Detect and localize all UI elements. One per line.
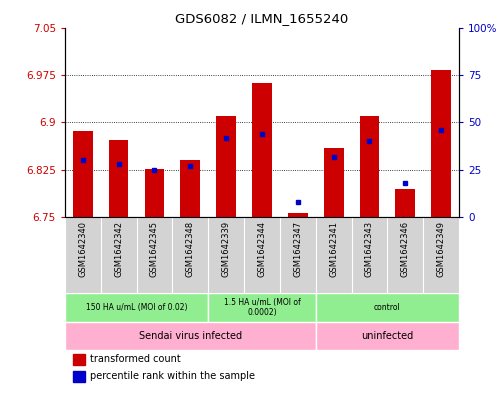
Text: GSM1642340: GSM1642340 [78, 221, 87, 277]
Text: GSM1642345: GSM1642345 [150, 221, 159, 277]
Bar [431, 70, 451, 217]
Bar [216, 116, 236, 217]
Bar [109, 140, 128, 217]
Text: percentile rank within the sample: percentile rank within the sample [90, 371, 255, 381]
Text: transformed count: transformed count [90, 354, 181, 364]
Bar [316, 322, 459, 350]
Bar [65, 322, 316, 350]
Bar [208, 293, 316, 322]
Bar [181, 160, 200, 217]
Bar [288, 213, 308, 217]
Text: Sendai virus infected: Sendai virus infected [139, 331, 242, 341]
Text: GSM1642341: GSM1642341 [329, 221, 338, 277]
Text: 150 HA u/mL (MOI of 0.02): 150 HA u/mL (MOI of 0.02) [86, 303, 187, 312]
Text: GSM1642342: GSM1642342 [114, 221, 123, 277]
Bar [73, 131, 93, 217]
Text: GSM1642348: GSM1642348 [186, 221, 195, 277]
Text: GSM1642344: GSM1642344 [257, 221, 266, 277]
Text: GSM1642347: GSM1642347 [293, 221, 302, 277]
Text: GSM1642346: GSM1642346 [401, 221, 410, 277]
Text: 1.5 HA u/mL (MOI of
0.0002): 1.5 HA u/mL (MOI of 0.0002) [224, 298, 300, 317]
Text: control: control [374, 303, 401, 312]
Bar [65, 293, 208, 322]
Bar [73, 354, 85, 365]
Text: GSM1642343: GSM1642343 [365, 221, 374, 277]
Text: GSM1642349: GSM1642349 [437, 221, 446, 277]
Bar [324, 148, 343, 217]
Bar [73, 371, 85, 382]
Text: uninfected: uninfected [361, 331, 414, 341]
Bar [252, 83, 272, 217]
Bar [396, 189, 415, 217]
Bar [316, 293, 459, 322]
Bar [145, 169, 164, 217]
Text: GSM1642339: GSM1642339 [222, 221, 231, 277]
Title: GDS6082 / ILMN_1655240: GDS6082 / ILMN_1655240 [175, 12, 349, 25]
Bar [360, 116, 379, 217]
